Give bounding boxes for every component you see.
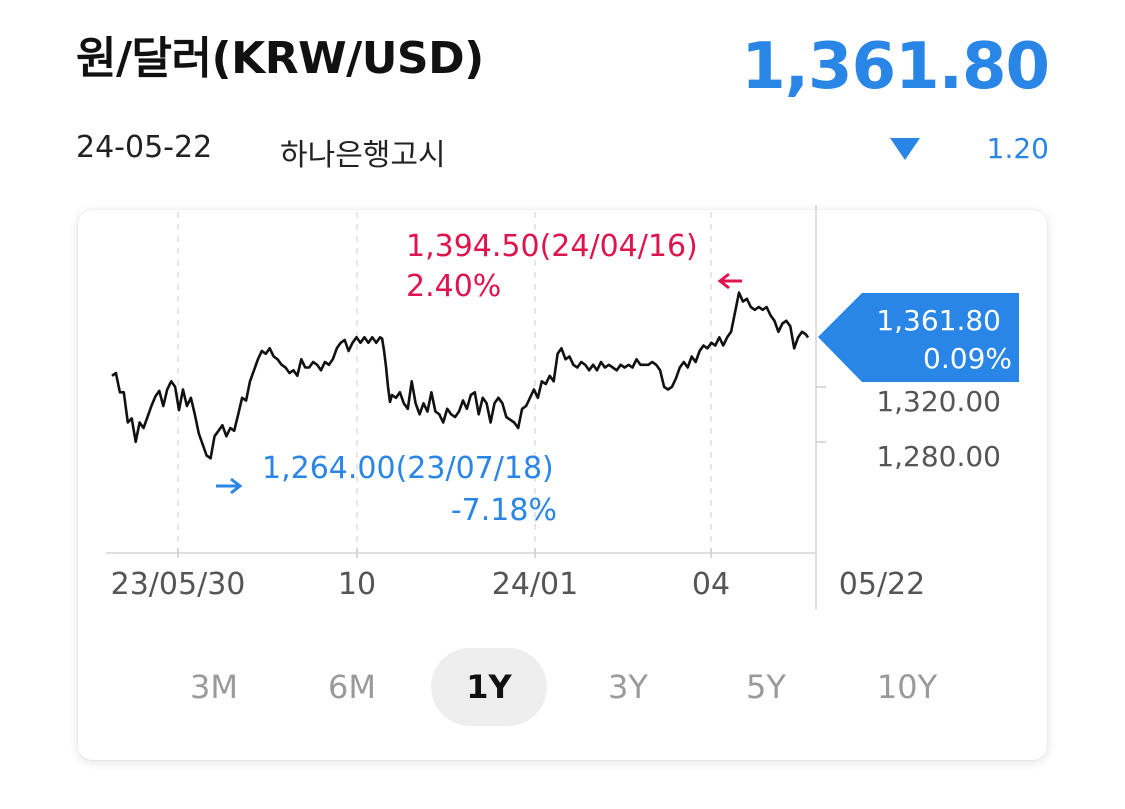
current-value-callout bbox=[818, 293, 1019, 382]
low-annotation-text: 1,264.00(23/07/18) bbox=[262, 451, 554, 486]
x-tick-label: 04 bbox=[692, 567, 730, 602]
y-tick-label: 1,280.00 bbox=[876, 440, 1001, 473]
tab-3m[interactable]: 3M bbox=[190, 668, 238, 706]
x-tick-label: 24/01 bbox=[492, 567, 578, 602]
y-tick-label: 1,320.00 bbox=[876, 385, 1001, 418]
low-annotation-pct: -7.18% bbox=[451, 493, 557, 528]
range-tabs: 3M 6M 1Y 3Y 5Y 10Y bbox=[0, 648, 1125, 726]
price-change: 1.20 bbox=[986, 132, 1049, 165]
right-arrow-icon bbox=[216, 477, 243, 495]
x-end-label: 05/22 bbox=[839, 567, 925, 602]
tab-3y[interactable]: 3Y bbox=[608, 668, 648, 706]
left-arrow-icon bbox=[717, 272, 742, 290]
quote-date: 24-05-22 bbox=[76, 130, 213, 165]
x-tick-label: 10 bbox=[338, 567, 376, 602]
series-line bbox=[111, 291, 810, 460]
tab-10y[interactable]: 10Y bbox=[876, 668, 938, 706]
quote-source: 하나은행고시 bbox=[280, 138, 446, 173]
x-tick-label: 23/05/30 bbox=[111, 567, 246, 602]
current-value-pct: 0.09% bbox=[923, 342, 1012, 375]
page-title: 원/달러(KRW/USD) bbox=[76, 33, 484, 84]
tab-1y[interactable]: 1Y bbox=[431, 648, 547, 726]
high-annotation-pct: 2.40% bbox=[406, 269, 501, 304]
current-value-price: 1,361.80 bbox=[876, 304, 1001, 337]
current-price: 1,361.80 bbox=[741, 30, 1050, 104]
tab-6m[interactable]: 6M bbox=[328, 668, 376, 706]
high-annotation-text: 1,394.50(24/04/16) bbox=[406, 229, 698, 264]
tab-5y[interactable]: 5Y bbox=[746, 668, 786, 706]
down-triangle-icon bbox=[890, 138, 920, 160]
